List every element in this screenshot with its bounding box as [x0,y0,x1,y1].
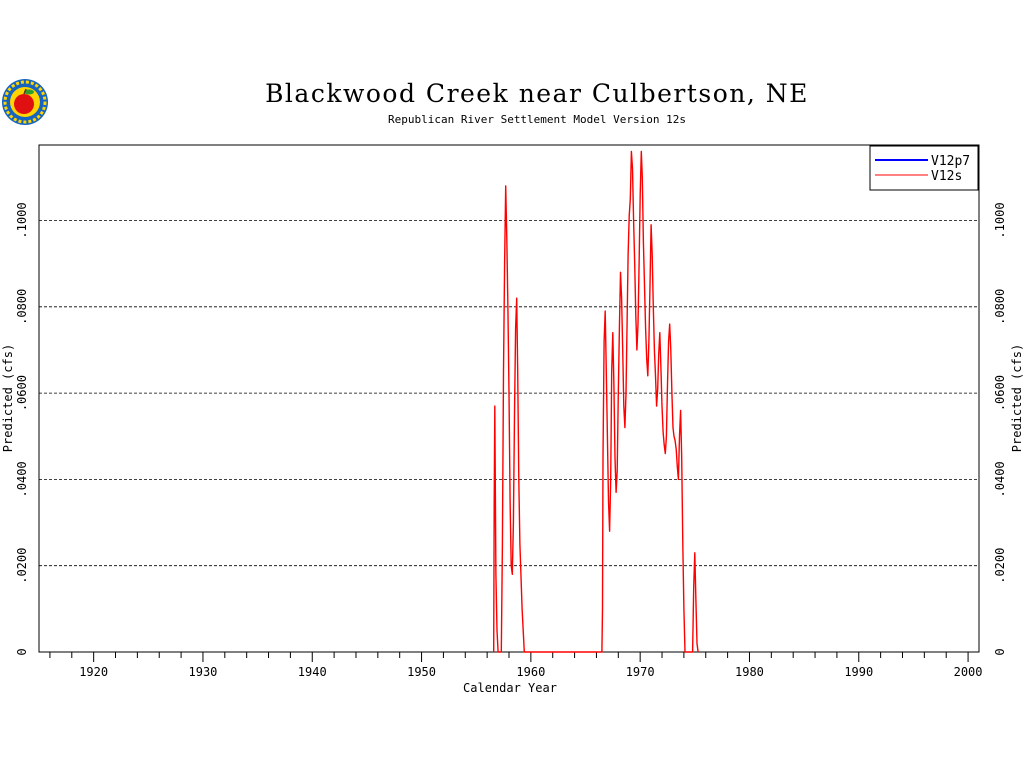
y-tick-label-right: .0400 [993,461,1007,497]
chart-title: Blackwood Creek near Culbertson, NE [265,79,809,108]
apple-logo-icon [2,79,48,125]
x-tick-label: 1990 [844,665,873,679]
x-axis-label: Calendar Year [463,681,557,695]
y-axis-label-right: Predicted (cfs) [1010,344,1024,452]
y-tick-label-right: .0800 [993,289,1007,325]
y-tick-label-left: .1000 [15,202,29,238]
y-tick-label-left: 0 [15,648,29,655]
x-tick-label: 1970 [626,665,655,679]
axis-ticks: 0 0 .0200 .0200 .0400 .0400 .0600 .0600 .0800 .08… [15,202,1007,679]
y-tick-label-right: .1000 [993,202,1007,238]
chart-subtitle: Republican River Settlement Model Versio… [388,113,686,126]
x-tick-label: 1950 [407,665,436,679]
legend-label-v12p7: V12p7 [931,154,970,169]
legend-label-v12s: V12s [931,169,962,184]
x-tick-label: 1930 [189,665,218,679]
y-tick-label-right: .0200 [993,548,1007,584]
x-tick-label: 1940 [298,665,327,679]
series-line-v12s [493,150,699,653]
x-tick-label: 1960 [516,665,545,679]
y-tick-label-left: .0400 [15,461,29,497]
y-tick-label-left: .0800 [15,289,29,325]
y-axis-label-left: Predicted (cfs) [1,344,15,452]
legend-box [869,145,979,191]
y-tick-label-left: .0200 [15,548,29,584]
y-tick-label-right: 0 [993,648,1007,655]
y-tick-label-right: .0600 [993,375,1007,411]
legend: V12p7 V12s [869,145,979,191]
series-lines [493,150,699,653]
y-tick-label-left: .0600 [15,375,29,411]
x-tick-label: 1980 [735,665,764,679]
x-tick-label: 1920 [79,665,108,679]
x-tick-label: 2000 [954,665,983,679]
